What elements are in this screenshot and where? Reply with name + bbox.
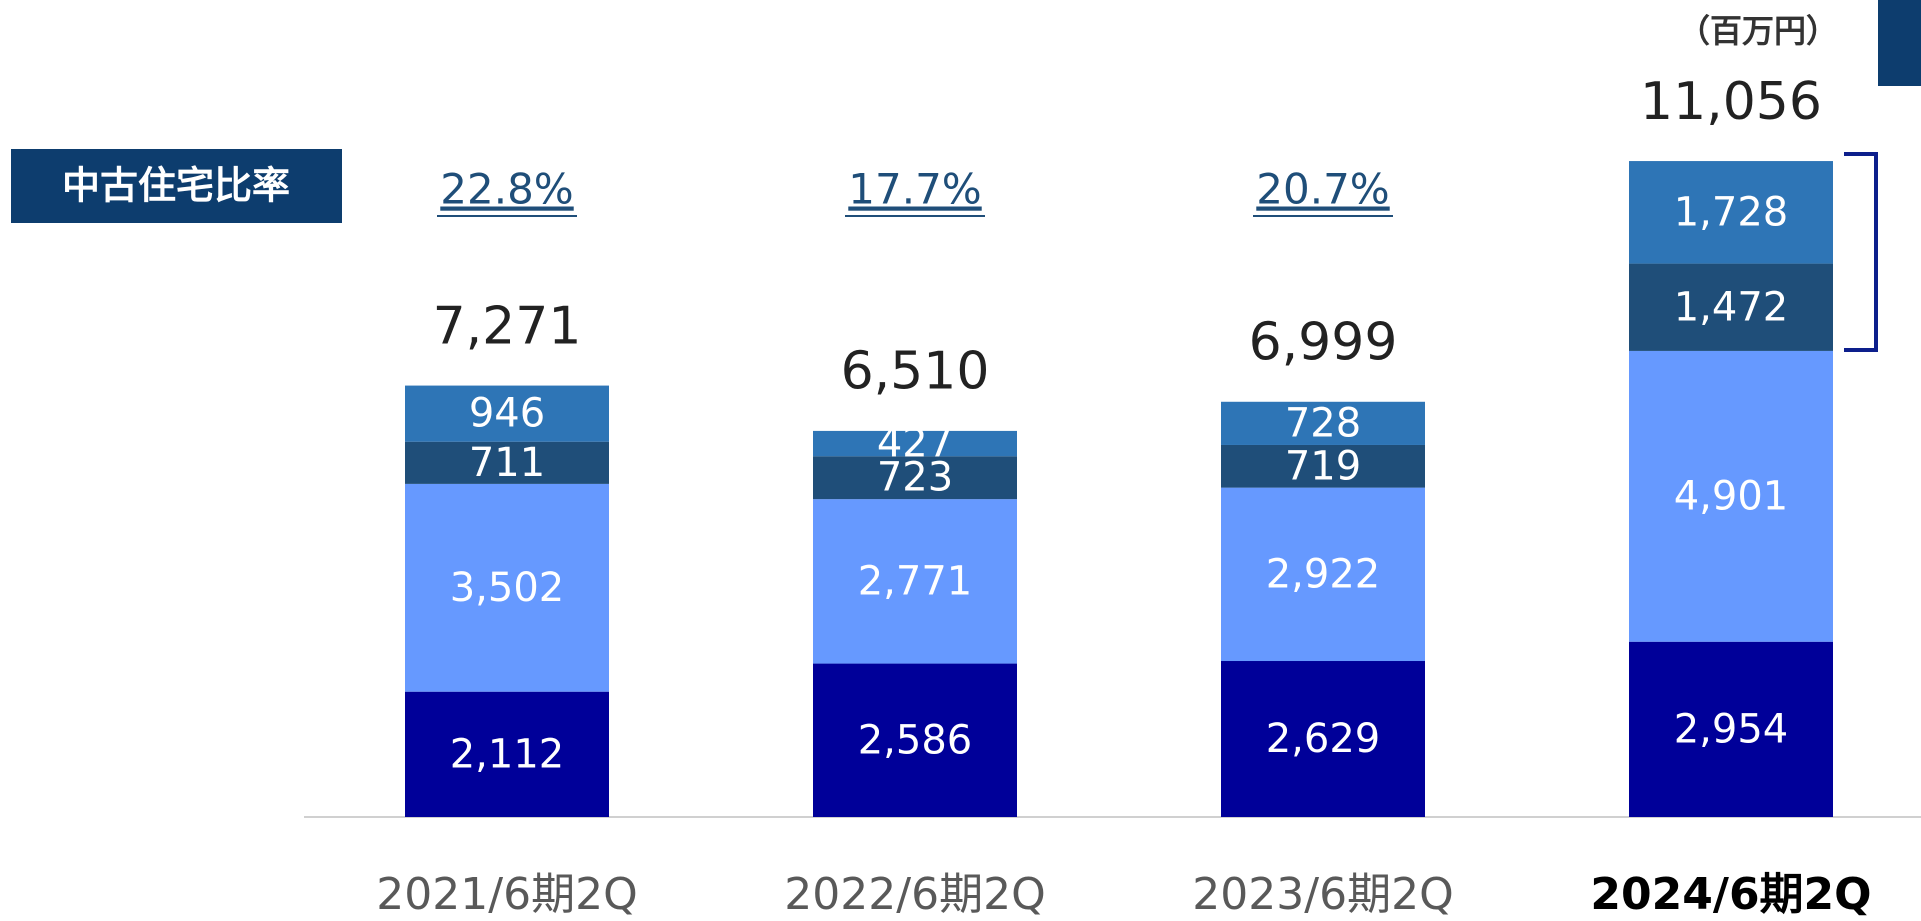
bar-segment [1221, 661, 1425, 817]
bar-segment [813, 430, 1017, 457]
segment-label: 2,922 [1266, 551, 1381, 597]
segment-label: 719 [1285, 443, 1361, 489]
bar-segment [405, 483, 609, 692]
segment-label: 2,629 [1266, 716, 1381, 762]
total-label: 6,999 [1249, 313, 1398, 373]
segment-label: 2,954 [1674, 706, 1789, 752]
x-tick-label: 2024/6期2Q [1590, 869, 1871, 920]
bar-segment [813, 499, 1017, 664]
segment-label: 1,728 [1674, 189, 1789, 235]
corner-block [1878, 0, 1921, 86]
total-label: 7,271 [433, 297, 582, 357]
segment-label: 723 [877, 455, 953, 501]
bar-segment [1221, 487, 1425, 662]
bar-segment [1629, 263, 1833, 351]
segment-label: 1,472 [1674, 284, 1789, 330]
unit-label: （百万円） [1678, 12, 1838, 50]
bar-segment [1629, 641, 1833, 817]
bracket [1844, 152, 1878, 352]
ratio-label: 17.7% [848, 165, 981, 214]
ratio-label: 22.8% [440, 165, 573, 214]
segment-label: 3,502 [450, 565, 565, 611]
bar-segment [1221, 401, 1425, 445]
bar-segment [1221, 444, 1425, 488]
segment-label: 946 [469, 391, 545, 437]
x-tick-label: 2022/6期2Q [784, 869, 1045, 920]
segment-label: 728 [1285, 400, 1361, 446]
x-tick-label: 2023/6期2Q [1192, 869, 1453, 920]
total-label: 11,056 [1640, 72, 1822, 132]
segment-label: 2,586 [858, 717, 973, 763]
segment-label: 711 [469, 440, 545, 486]
bar-segment [405, 691, 609, 817]
total-label: 6,510 [841, 342, 990, 402]
x-tick-label: 2021/6期2Q [376, 869, 637, 920]
segment-label: 427 [877, 421, 953, 467]
bar-segment [405, 385, 609, 442]
ratio-title: 中古住宅比率 [62, 164, 290, 208]
segment-label: 4,901 [1674, 473, 1789, 519]
segment-label: 2,771 [858, 558, 973, 604]
bar-segment [405, 441, 609, 484]
bar-segment [1629, 161, 1833, 264]
ratio-badge [11, 149, 342, 223]
bar-segment [813, 456, 1017, 500]
ratio-label: 20.7% [1256, 165, 1389, 214]
bar-segment [813, 663, 1017, 817]
bar-segment [1629, 350, 1833, 642]
segment-label: 2,112 [450, 731, 565, 777]
